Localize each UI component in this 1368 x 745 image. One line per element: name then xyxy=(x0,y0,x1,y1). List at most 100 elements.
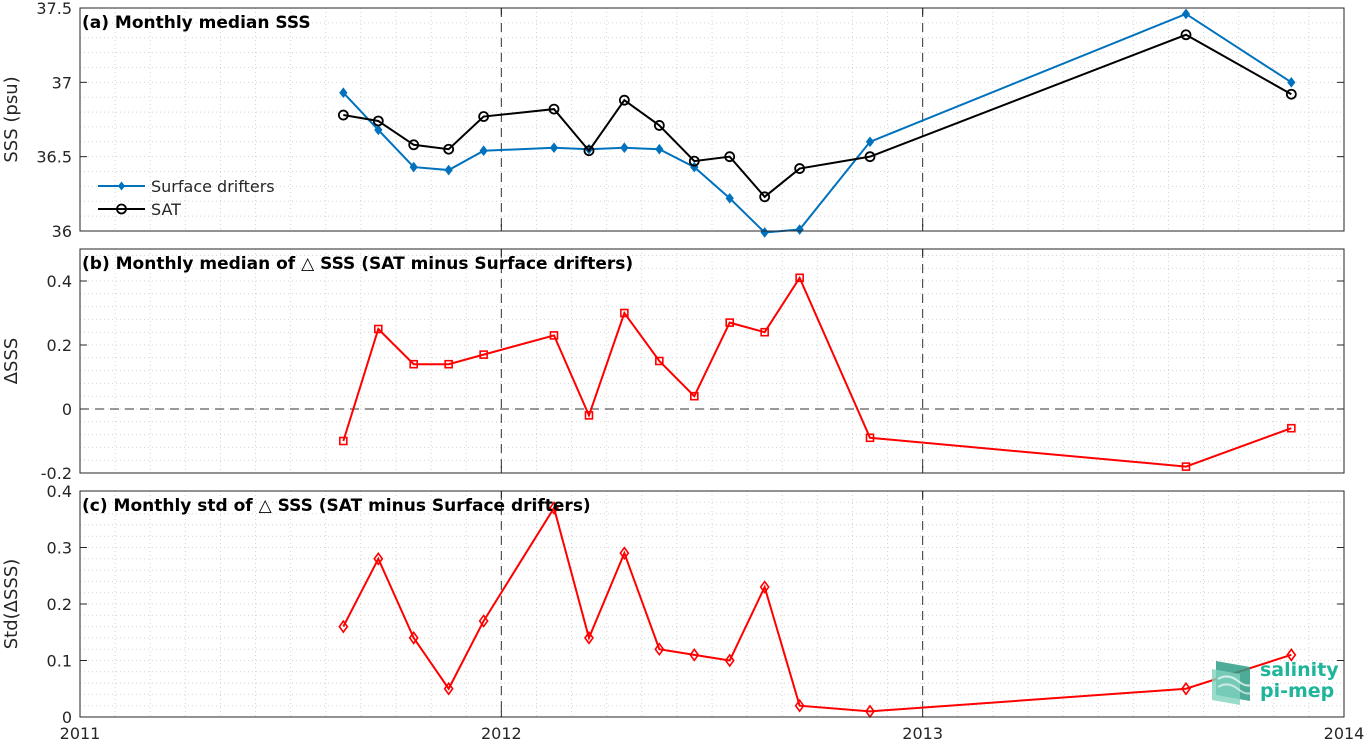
y-tick-label: -0.2 xyxy=(41,464,72,483)
data-point xyxy=(619,546,630,561)
data-point xyxy=(339,436,348,446)
data-point xyxy=(654,642,665,657)
panel-title: (b) Monthly median of △ SSS (SAT minus S… xyxy=(82,254,633,274)
data-point xyxy=(760,327,769,337)
data-point xyxy=(620,308,629,318)
data-point xyxy=(444,359,453,369)
data-point xyxy=(865,136,875,148)
data-point xyxy=(1285,88,1297,100)
data-point xyxy=(548,103,560,115)
data-point xyxy=(443,681,454,696)
series-line-surface-drifters xyxy=(342,12,1292,234)
data-point xyxy=(583,145,595,157)
data-point xyxy=(443,143,455,155)
panel-b: -0.2 0 0.2 0.4 ΔSSS (b) Monthly median of △ S… xyxy=(1,248,1345,483)
data-point xyxy=(584,411,594,420)
x-tick-label: 2012 xyxy=(481,724,522,743)
data-point xyxy=(374,124,383,136)
data-point xyxy=(725,192,734,204)
data-point xyxy=(408,631,419,645)
axes-frame xyxy=(79,7,1345,232)
data-point xyxy=(372,115,384,127)
data-point xyxy=(1180,29,1192,41)
data-point xyxy=(444,164,453,176)
series-line xyxy=(342,505,1292,713)
data-point xyxy=(655,356,664,366)
series-line xyxy=(342,275,1292,468)
data-point xyxy=(795,224,804,235)
legend: Surface drifters SAT xyxy=(98,177,275,219)
logo-text-pimep: pi-mep xyxy=(1260,680,1335,702)
panel-c: 0 0.1 0.2 0.3 0.4 2011 2012 2013 2014 Std(ΔSSS) (c… xyxy=(1,482,1364,743)
plot-area xyxy=(80,8,1344,231)
data-point xyxy=(1287,423,1296,433)
y-tick-label: 0.3 xyxy=(47,539,72,558)
data-point xyxy=(409,359,418,369)
data-point xyxy=(1181,8,1191,20)
data-point xyxy=(653,120,665,131)
data-point xyxy=(689,647,700,662)
data-point xyxy=(1287,77,1296,88)
data-point xyxy=(724,151,736,163)
data-point xyxy=(549,501,559,515)
data-point xyxy=(1286,647,1297,662)
series-line-sat xyxy=(343,33,1292,199)
data-point xyxy=(549,331,559,340)
logo-wave-icon xyxy=(1212,661,1255,705)
y-tick-label: 0 xyxy=(62,400,72,419)
y-tick-label: 0 xyxy=(62,708,72,727)
x-tick-label: 2014 xyxy=(1324,724,1365,743)
data-point xyxy=(725,318,734,327)
y-tick-label: 36 xyxy=(52,222,72,241)
data-point xyxy=(338,619,349,634)
data-point xyxy=(479,145,488,157)
data-point xyxy=(759,580,770,594)
data-point xyxy=(478,111,490,122)
data-point xyxy=(339,87,348,99)
y-tick-label: 0.1 xyxy=(47,652,72,671)
data-point xyxy=(724,653,735,668)
y-tick-label: 37 xyxy=(52,73,72,92)
data-point xyxy=(583,631,594,645)
y-axis-label: ΔSSS xyxy=(1,338,22,385)
data-point xyxy=(690,391,699,401)
data-point xyxy=(865,433,875,443)
data-point xyxy=(864,151,876,163)
y-tick-label: 36.5 xyxy=(36,148,72,167)
data-point xyxy=(1181,681,1191,696)
x-tick-label: 2013 xyxy=(902,724,943,743)
data-point xyxy=(337,109,349,121)
y-tick-label: 0.4 xyxy=(47,272,72,291)
data-point xyxy=(549,142,559,154)
data-point xyxy=(479,350,488,359)
y-axis-label: SSS (psu) xyxy=(1,76,22,162)
data-point xyxy=(1181,462,1191,471)
data-point xyxy=(794,163,806,174)
data-point xyxy=(618,94,630,106)
legend-marker xyxy=(118,181,125,191)
y-axis-label: Std(ΔSSS) xyxy=(1,559,22,650)
data-point xyxy=(620,142,629,154)
salinity-pimep-logo: salinity pi-mep xyxy=(1210,657,1340,707)
data-point xyxy=(759,191,771,203)
y-tick-label: 0.2 xyxy=(47,595,72,614)
axes-frame xyxy=(79,248,1345,474)
legend-marker xyxy=(116,203,127,215)
data-point xyxy=(795,273,804,283)
data-point xyxy=(688,155,700,167)
data-point xyxy=(794,698,805,713)
panel-a: 36 36.5 37 37.5 SSS (psu) (a) Monthly median … xyxy=(1,0,1345,241)
legend-label: Surface drifters xyxy=(151,177,275,196)
data-point xyxy=(408,139,420,151)
y-tick-label: 0.2 xyxy=(47,336,72,355)
data-point xyxy=(409,161,418,173)
panel-title: (c) Monthly std of △ SSS (SAT minus Surf… xyxy=(82,496,591,516)
axes-frame xyxy=(79,490,1345,718)
data-point xyxy=(373,551,384,566)
panel-title: (a) Monthly median SSS xyxy=(82,13,311,33)
logo-text-salinity: salinity xyxy=(1260,659,1339,681)
data-point xyxy=(655,143,664,155)
legend-label: SAT xyxy=(151,200,181,219)
y-tick-label: 0.4 xyxy=(47,482,72,501)
